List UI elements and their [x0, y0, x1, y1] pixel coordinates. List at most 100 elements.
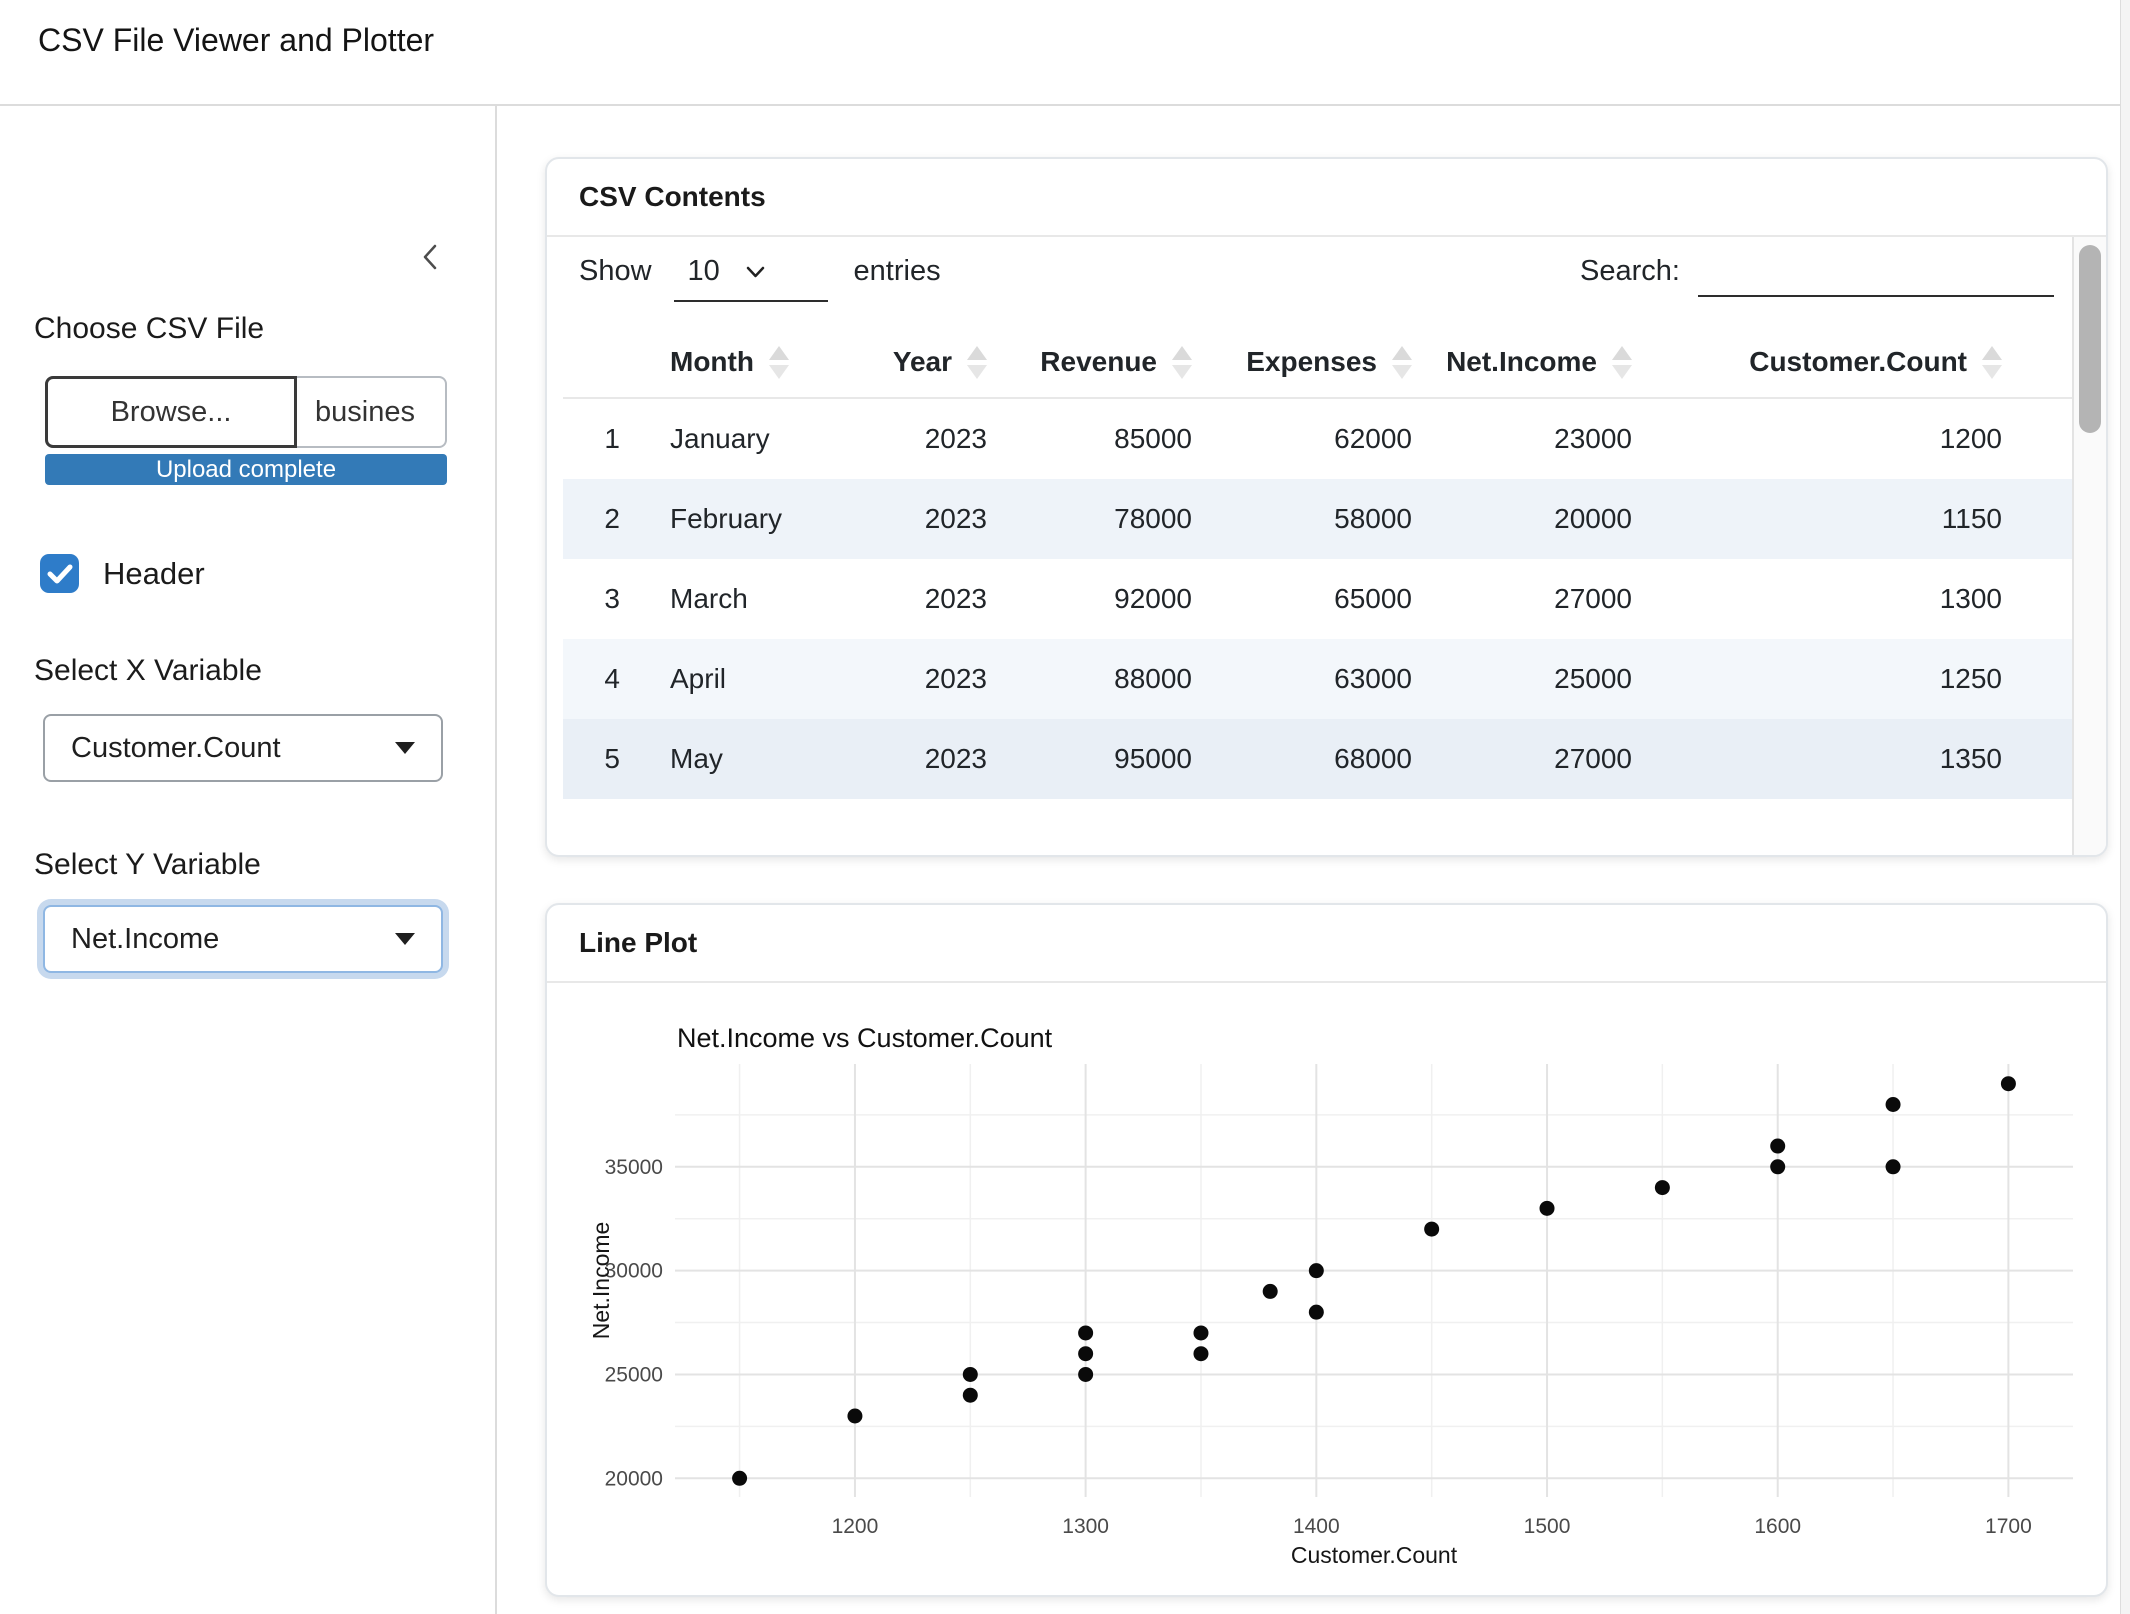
x-tick-label: 1300 [1062, 1515, 1109, 1538]
x-tick-label: 1200 [832, 1515, 879, 1538]
table-cell: 27000 [1554, 743, 1632, 775]
table-cell: 23000 [1554, 423, 1632, 455]
check-icon [47, 563, 73, 585]
table-cell: January [670, 423, 770, 455]
table-cell: 1150 [1942, 503, 2002, 535]
sidebar-collapse-button[interactable] [414, 240, 448, 274]
table-cell: 92000 [1114, 583, 1192, 615]
table-cell: 63000 [1334, 663, 1412, 695]
data-point [732, 1471, 747, 1486]
browse-button[interactable]: Browse... [45, 376, 297, 448]
table-cell: 1250 [1940, 663, 2002, 695]
table-cell: 62000 [1334, 423, 1412, 455]
y-axis-title: Net.Income [588, 1222, 614, 1340]
csv-viewer-app: CSV File Viewer and Plotter Choose CSV F… [0, 0, 2130, 1614]
y-tick-label: 35000 [605, 1156, 663, 1179]
column-header-label: Customer.Count [1749, 346, 1967, 378]
x-variable-label: Select X Variable [34, 654, 262, 688]
table-cell: 2 [604, 503, 670, 535]
y-tick-label: 20000 [605, 1467, 663, 1490]
table-cell: 1300 [1940, 583, 2002, 615]
data-point [1263, 1284, 1278, 1299]
table-cell: 5 [604, 743, 670, 775]
caret-down-icon [395, 742, 415, 754]
table-cell: 2023 [925, 423, 987, 455]
column-header-label: Revenue [1040, 346, 1157, 378]
table-cell: 2023 [925, 743, 987, 775]
data-point [1655, 1180, 1670, 1195]
table-cell: 58000 [1334, 503, 1412, 535]
data-point [1078, 1325, 1093, 1340]
x-axis-title: Customer.Count [1291, 1542, 1458, 1568]
table-header-row: Month Year Revenue Expenses Net.Income Custom… [563, 327, 2094, 399]
x-tick-label: 1700 [1985, 1515, 2032, 1538]
line-plot-card: Line Plot 120013001400150016001700200002… [545, 903, 2108, 1597]
scatter-plot: 1200130014001500160017002000025000300003… [547, 981, 2106, 1595]
csv-contents-card: CSV Contents Show 10 entries Search: Mon… [545, 157, 2108, 857]
column-header-year[interactable]: Year [893, 346, 987, 379]
entries-label: entries [854, 253, 941, 288]
data-point [963, 1388, 978, 1403]
sort-icon [967, 346, 987, 379]
column-header-expenses[interactable]: Expenses [1246, 346, 1412, 379]
sort-icon [1612, 346, 1632, 379]
datatable-controls: Show 10 entries Search: [547, 237, 2106, 327]
sort-icon [1982, 346, 2002, 379]
table-cell: February [670, 503, 782, 535]
table-cell: 2023 [925, 663, 987, 695]
search-control: Search: [1580, 253, 2054, 297]
header-checkbox-label: Header [103, 556, 205, 592]
data-point [1886, 1097, 1901, 1112]
y-variable-select[interactable]: Net.Income [43, 905, 443, 973]
table-row: 1January20238500062000230001200 [563, 399, 2094, 479]
filename-display[interactable]: busines [297, 376, 447, 448]
data-point [963, 1367, 978, 1382]
table-cell: 65000 [1334, 583, 1412, 615]
table-cell: 1 [604, 423, 670, 455]
data-point [1193, 1325, 1208, 1340]
table-row: 2February20237800058000200001150 [563, 479, 2094, 559]
plot-title: Net.Income vs Customer.Count [677, 1023, 1053, 1053]
table-scrollbar-thumb[interactable] [2079, 245, 2101, 433]
chevron-left-icon [414, 240, 448, 274]
column-header-month[interactable]: Month [670, 346, 789, 379]
column-header-label: Month [670, 346, 754, 378]
data-point [1424, 1222, 1439, 1237]
plot-card-title: Line Plot [547, 905, 2106, 983]
x-variable-select[interactable]: Customer.Count [43, 714, 443, 782]
search-input[interactable] [1698, 253, 2054, 297]
table-scrollbar[interactable] [2072, 237, 2106, 857]
x-tick-label: 1400 [1293, 1515, 1340, 1538]
page-title: CSV File Viewer and Plotter [38, 22, 434, 59]
table-cell: 95000 [1114, 743, 1192, 775]
column-header-revenue[interactable]: Revenue [1040, 346, 1192, 379]
header-checkbox-row: Header [40, 554, 205, 593]
chevron-down-icon [746, 266, 765, 278]
page-scrollbar[interactable] [2120, 0, 2130, 1614]
column-header-net-income[interactable]: Net.Income [1446, 346, 1632, 379]
table-cell: 2023 [925, 583, 987, 615]
x-tick-label: 1600 [1754, 1515, 1801, 1538]
table-cell: 3 [604, 583, 670, 615]
sidebar: Choose CSV File Browse... busines Upload… [0, 106, 497, 1614]
table-cell: 88000 [1114, 663, 1192, 695]
column-header-customer-count[interactable]: Customer.Count [1749, 346, 2002, 379]
file-input: Browse... busines [45, 376, 447, 448]
csv-card-title: CSV Contents [547, 159, 2106, 237]
column-header-label: Year [893, 346, 952, 378]
csv-table: Month Year Revenue Expenses Net.Income Custom… [563, 327, 2094, 799]
y-tick-label: 25000 [605, 1363, 663, 1386]
data-point [1886, 1159, 1901, 1174]
table-cell: April [670, 663, 726, 695]
sort-icon [769, 346, 789, 379]
sort-icon [1172, 346, 1192, 379]
page-length-select[interactable]: 10 [674, 253, 828, 302]
header-checkbox[interactable] [40, 554, 79, 593]
data-point [1078, 1367, 1093, 1382]
column-header-label: Expenses [1246, 346, 1377, 378]
search-label: Search: [1580, 253, 1680, 288]
data-point [847, 1409, 862, 1424]
table-row: 4April20238800063000250001250 [563, 639, 2094, 719]
data-point [1193, 1346, 1208, 1361]
table-cell: 1200 [1940, 423, 2002, 455]
